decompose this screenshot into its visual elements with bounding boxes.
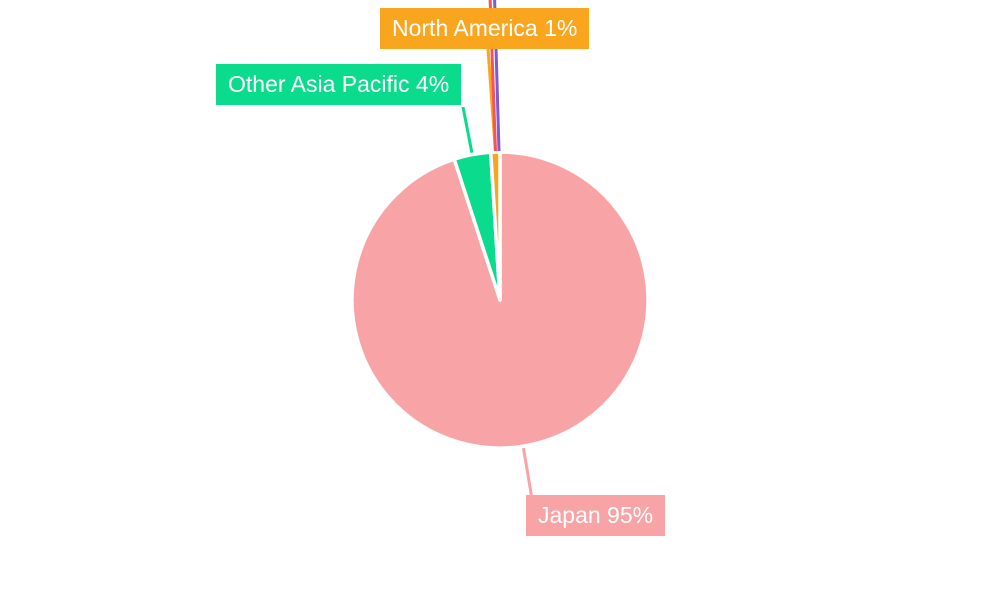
leader-line-other-asia-pacific	[461, 106, 474, 153]
leader-line-japan	[521, 447, 533, 497]
callout-label-north-america: North America 1%	[380, 8, 590, 49]
slice-north-america[interactable]	[488, 150, 502, 302]
callout-label-japan: Japan 95%	[526, 495, 666, 536]
callout-label-other-asia-pacific: Other Asia Pacific 4%	[216, 64, 462, 105]
